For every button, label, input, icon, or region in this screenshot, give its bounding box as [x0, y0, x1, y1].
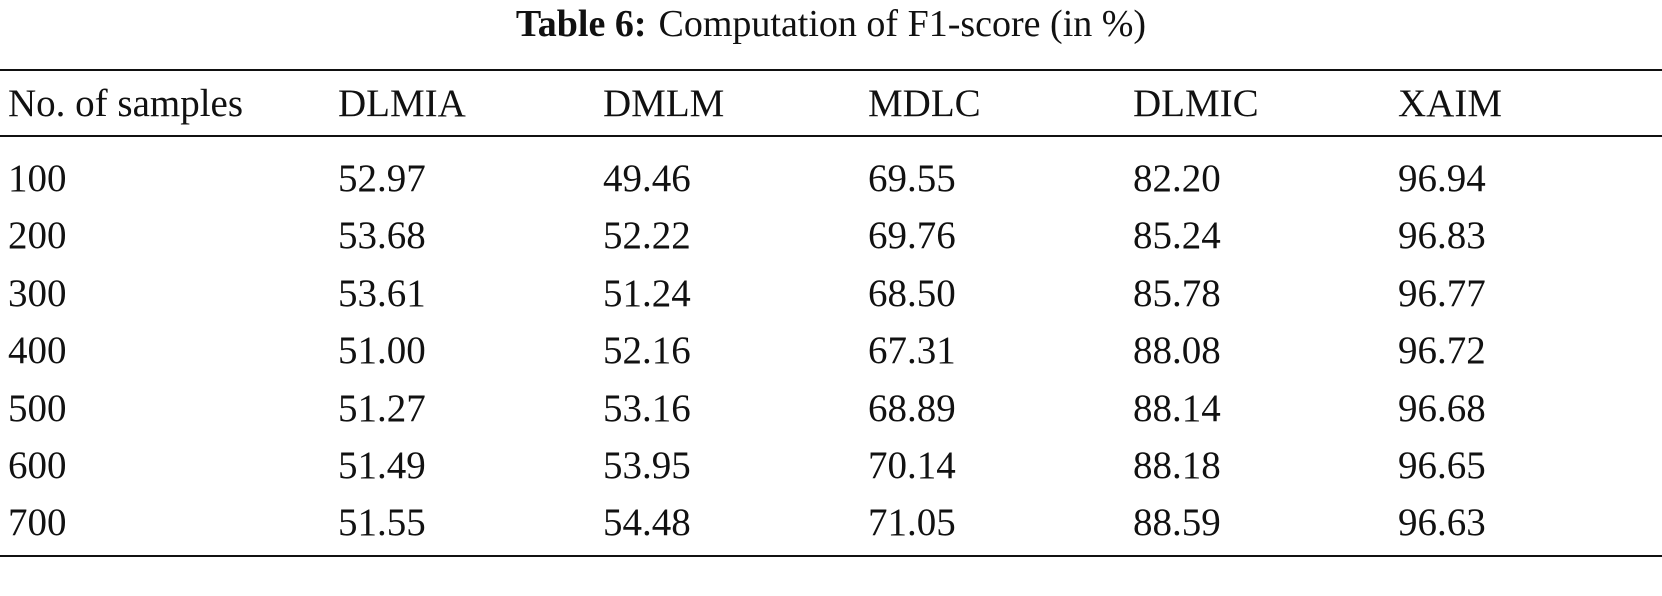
cell: 69.76 [868, 214, 956, 258]
cell: 96.65 [1398, 444, 1486, 487]
caption-text: Computation of F1-score (in %) [658, 3, 1147, 45]
header-cell: DLMIC [1133, 82, 1259, 125]
cell: 51.24 [603, 271, 691, 315]
cell: 51.55 [338, 501, 426, 545]
cell: 71.05 [868, 501, 956, 545]
cell: 68.89 [868, 386, 956, 430]
header-cell: MDLC [868, 82, 981, 125]
cell: 54.48 [603, 501, 691, 545]
cell: 600 [8, 444, 67, 487]
bottom-rule [0, 555, 1662, 557]
header-rule [0, 135, 1662, 137]
cell: 700 [8, 501, 67, 545]
caption: Table 6: Computation of F1-score (in %) [0, 2, 1662, 46]
cell: 52.97 [338, 157, 426, 200]
cell: 51.49 [338, 444, 426, 487]
cell: 67.31 [868, 329, 956, 373]
cell: 52.16 [603, 329, 691, 373]
cell: 85.24 [1133, 214, 1221, 258]
cell: 96.94 [1398, 157, 1486, 200]
cell: 51.00 [338, 329, 426, 373]
cell: 200 [8, 214, 67, 258]
cell: 96.77 [1398, 271, 1486, 315]
cell: 88.18 [1133, 444, 1221, 487]
header-cell: XAIM [1398, 82, 1502, 125]
cell: 96.83 [1398, 214, 1486, 258]
header-cell: DLMIA [338, 82, 466, 125]
cell: 88.08 [1133, 329, 1221, 373]
cell: 88.59 [1133, 501, 1221, 545]
cell: 51.27 [338, 386, 426, 430]
cell: 85.78 [1133, 271, 1221, 315]
cell: 52.22 [603, 214, 691, 258]
header-cell: No. of samples [8, 82, 244, 125]
cell: 96.72 [1398, 329, 1486, 373]
cell: 300 [8, 271, 67, 315]
cell: 53.16 [603, 386, 691, 430]
header-cell: DMLM [603, 82, 725, 125]
caption-label: Table 6: [515, 3, 647, 45]
cell: 100 [8, 157, 67, 200]
cell: 53.68 [338, 214, 426, 258]
top-rule [0, 69, 1662, 71]
cell: 82.20 [1133, 157, 1221, 200]
cell: 96.68 [1398, 386, 1486, 430]
cell: 53.95 [603, 444, 691, 487]
cell: 70.14 [868, 444, 956, 487]
cell: 49.46 [603, 157, 691, 200]
cell: 68.50 [868, 271, 956, 315]
cell: 500 [8, 386, 67, 430]
cell: 96.63 [1398, 501, 1486, 545]
cell: 53.61 [338, 271, 426, 315]
cell: 69.55 [868, 157, 956, 200]
cell: 88.14 [1133, 386, 1221, 430]
cell: 400 [8, 329, 67, 373]
